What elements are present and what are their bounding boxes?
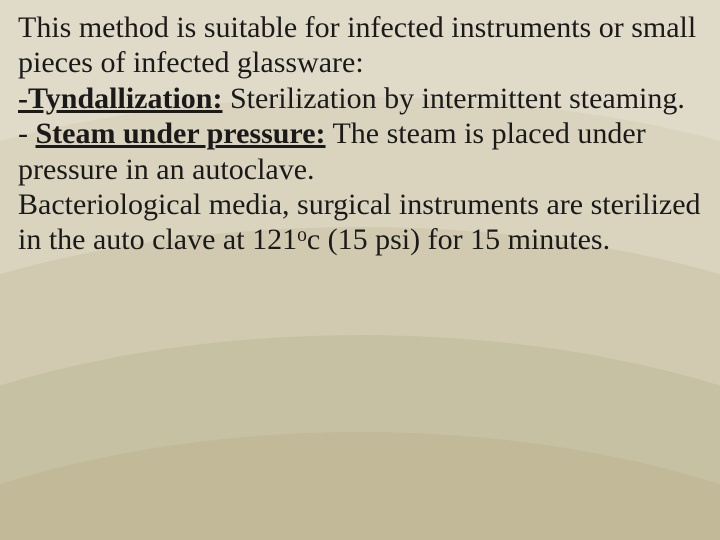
tyndallization-def: Sterilization by intermittent steaming. <box>222 82 684 115</box>
bg-wave <box>0 335 720 540</box>
steam-dash: - <box>18 117 36 150</box>
degree-superscript: o <box>297 225 307 246</box>
bg-wave <box>0 432 720 540</box>
slide: This method is suitable for infected ins… <box>0 0 720 540</box>
body-text: This method is suitable for infected ins… <box>18 10 702 258</box>
bg-wave <box>0 227 720 540</box>
intro-text: This method is suitable for infected ins… <box>18 11 696 79</box>
slide-content: This method is suitable for infected ins… <box>0 0 720 258</box>
media-text-post: c (15 psi) for 15 minutes. <box>307 223 610 256</box>
tyndallization-label: -Tyndallization: <box>18 82 222 115</box>
steam-label: Steam under pressure: <box>36 117 326 150</box>
